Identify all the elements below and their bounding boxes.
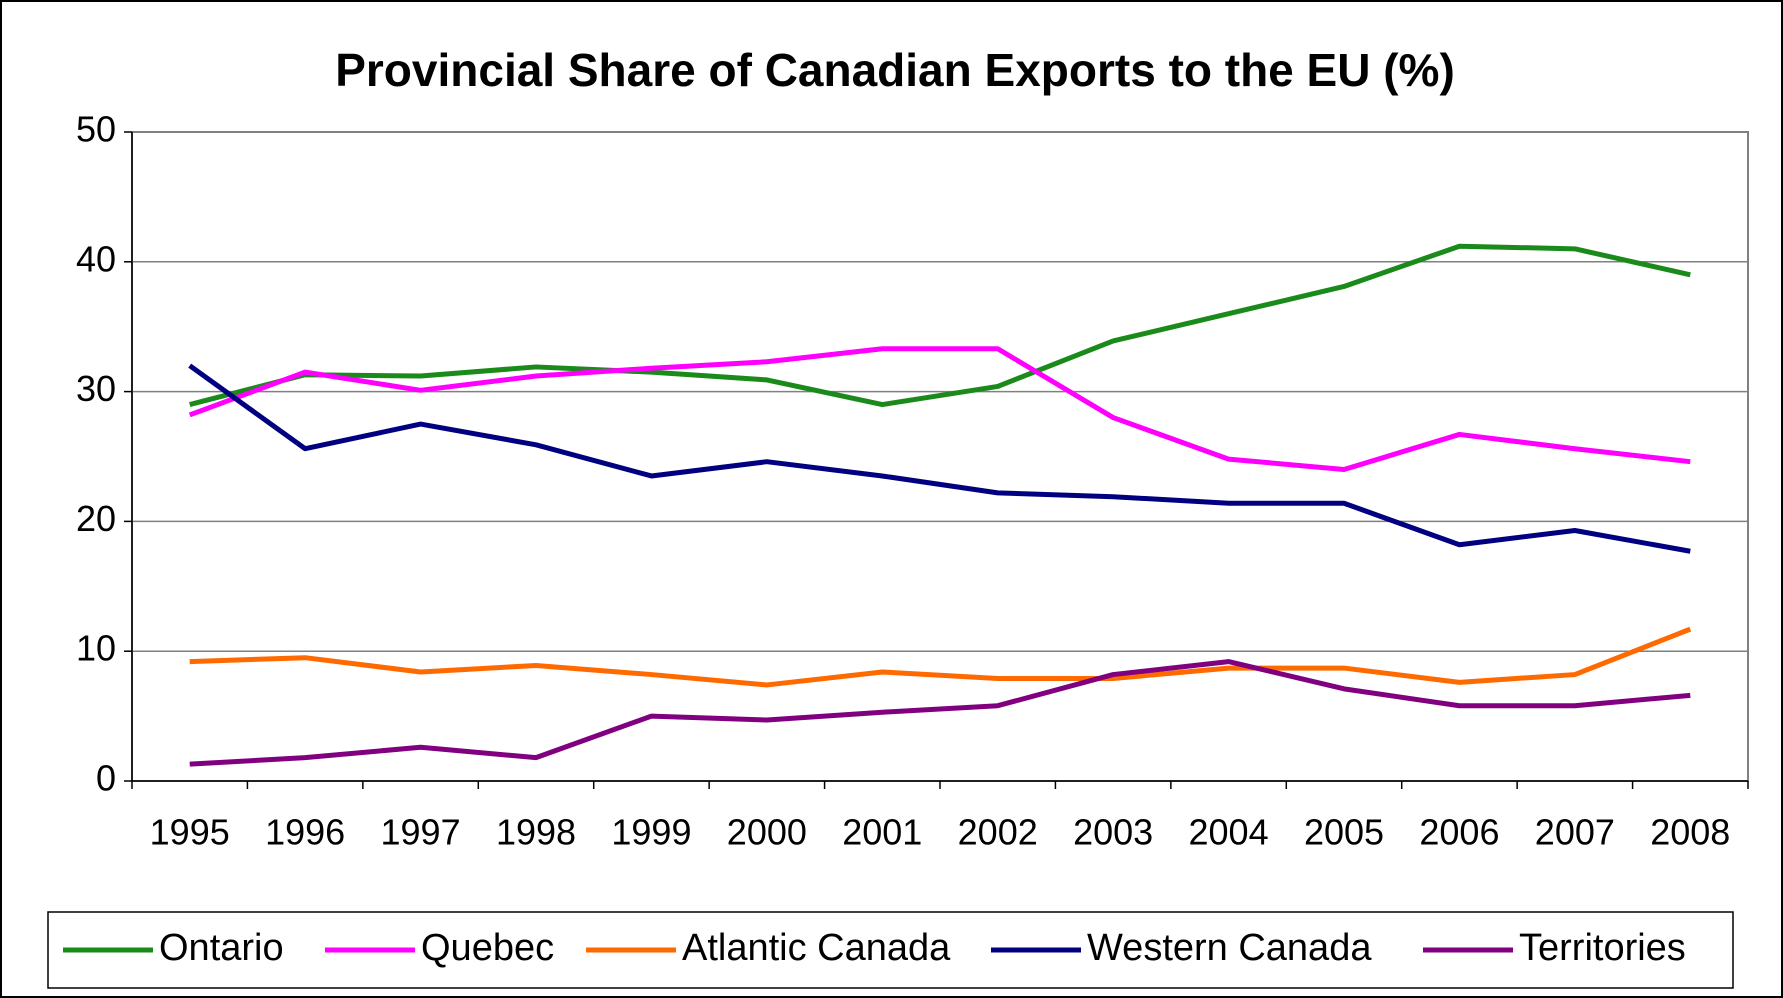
y-tick-label: 10 [76, 628, 116, 669]
x-tick-label: 2002 [958, 812, 1038, 853]
x-tick-label: 2005 [1304, 812, 1384, 853]
series-line [188, 363, 1691, 554]
series-line [189, 626, 1692, 688]
x-tick-label: 2001 [842, 812, 922, 853]
chart-title: Provincial Share of Canadian Exports to … [335, 44, 1455, 96]
x-tick-label: 2006 [1419, 812, 1499, 853]
x-tick-label: 2008 [1650, 812, 1730, 853]
x-tick-label: 2004 [1189, 812, 1269, 853]
series-line [189, 243, 1691, 408]
x-tick-label: 1998 [496, 812, 576, 853]
plot-area [131, 131, 1749, 782]
x-tick-label: 2000 [727, 812, 807, 853]
series-line [189, 659, 1691, 767]
legend-label: Ontario [159, 927, 284, 969]
y-tick-label: 0 [96, 758, 116, 799]
x-tick-label: 1997 [381, 812, 461, 853]
legend-label: Territories [1519, 927, 1686, 969]
legend-label: Quebec [421, 927, 554, 969]
legend-label: Western Canada [1087, 927, 1372, 969]
x-tick-label: 1996 [265, 812, 345, 853]
y-tick-label: 40 [76, 238, 116, 279]
x-tick-label: 1999 [611, 812, 691, 853]
y-tick-label: 20 [76, 498, 116, 539]
y-tick-label: 30 [76, 368, 116, 409]
series-line [188, 346, 1691, 472]
x-tick-label: 2007 [1535, 812, 1615, 853]
legend-label: Atlantic Canada [682, 927, 951, 969]
y-tick-label: 50 [76, 109, 116, 150]
x-tick-label: 2003 [1073, 812, 1153, 853]
x-tick-label: 1995 [150, 812, 230, 853]
